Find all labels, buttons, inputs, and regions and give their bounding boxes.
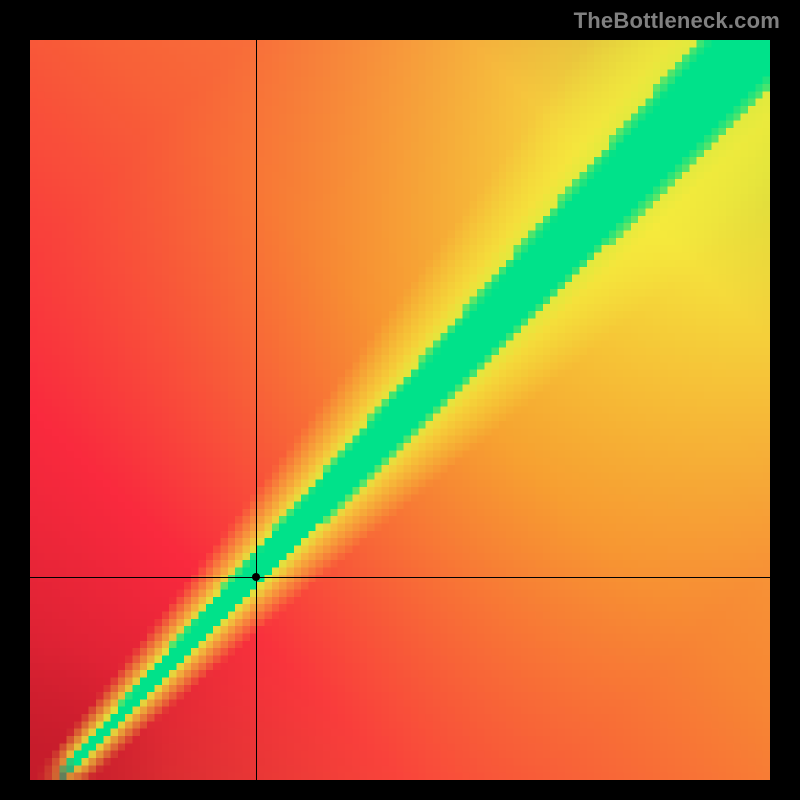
heatmap-canvas	[30, 40, 770, 780]
heatmap-plot	[30, 40, 770, 780]
crosshair-horizontal	[30, 577, 770, 578]
chart-frame: TheBottleneck.com	[0, 0, 800, 800]
crosshair-marker	[252, 573, 260, 581]
watermark-text: TheBottleneck.com	[574, 8, 780, 34]
crosshair-vertical	[256, 40, 257, 780]
